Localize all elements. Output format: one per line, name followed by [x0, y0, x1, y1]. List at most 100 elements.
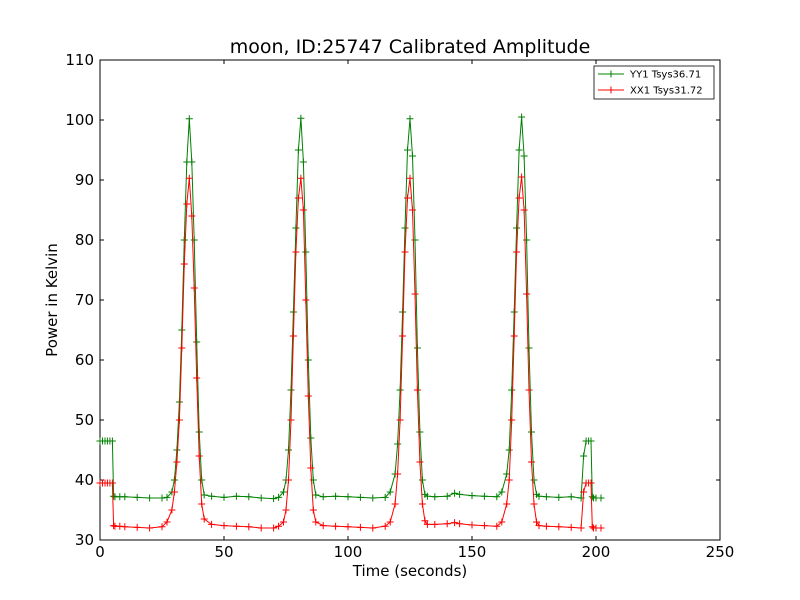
series-0-point-32 — [257, 494, 265, 502]
x-axis-label: Time (seconds) — [352, 562, 468, 580]
series-1-point-82 — [513, 248, 521, 256]
plot-area — [99, 59, 721, 541]
series-line-1 — [100, 176, 601, 529]
series-1-point-77 — [498, 518, 506, 526]
series-1-point-29 — [220, 522, 228, 530]
series-1-point-60 — [401, 248, 409, 256]
legend-entry-0: YY1 Tsys36.71 — [598, 70, 701, 81]
series-0-point-11 — [146, 494, 154, 502]
series-0-point-27 — [200, 491, 208, 499]
series-1-point-35 — [280, 518, 287, 526]
series-1-point-40 — [292, 248, 300, 256]
series-1-point-81 — [510, 332, 518, 340]
series-1-point-41 — [294, 194, 302, 202]
series-1-point-89 — [530, 500, 538, 508]
series-0-point-39 — [289, 308, 297, 316]
series-0-point-88 — [528, 428, 535, 436]
series-0-point-80 — [508, 386, 516, 394]
series-0-point-62 — [406, 115, 414, 123]
x-tick-label-2: 100 — [334, 543, 363, 561]
y-tick-label-7: 100 — [65, 111, 94, 129]
series-1-point-48 — [312, 518, 320, 526]
series-0-point-9 — [121, 493, 129, 501]
legend-marker-0 — [607, 70, 615, 78]
series-1-point-21 — [185, 174, 193, 182]
series-1-point-12 — [158, 523, 166, 531]
series-0-point-64 — [411, 236, 419, 244]
series-1-point-30 — [232, 522, 240, 530]
series-0-point-33 — [270, 495, 278, 503]
series-1-point-18 — [178, 344, 186, 352]
legend-label-1: XX1 Tsys31.72 — [630, 86, 703, 97]
series-1-point-68 — [421, 517, 429, 525]
series-0-point-83 — [515, 146, 523, 154]
x-tick-label-0: 0 — [95, 543, 105, 561]
series-0-point-37 — [285, 446, 292, 454]
series-1-point-65 — [413, 386, 421, 394]
series-1-point-27 — [200, 515, 208, 523]
series-1-point-72 — [451, 519, 459, 527]
x-tick-label-1: 50 — [214, 543, 233, 561]
series-0-point-47 — [309, 476, 317, 484]
series-0-point-77 — [498, 488, 506, 496]
series-1-point-53 — [369, 524, 377, 532]
series-1-point-28 — [208, 520, 216, 528]
series-0-point-24 — [193, 338, 201, 346]
series-0-point-94 — [567, 493, 575, 501]
series-1-point-37 — [285, 476, 292, 484]
series-0-point-89 — [530, 476, 538, 484]
series-1-point-23 — [190, 284, 198, 292]
series-0-point-84 — [518, 113, 526, 121]
series-1-point-15 — [170, 488, 178, 496]
series-1-point-86 — [523, 290, 531, 298]
x-tick-label-5: 250 — [706, 543, 735, 561]
series-1-point-43 — [299, 206, 307, 214]
series-0-point-70 — [431, 493, 439, 501]
series-0-point-6 — [110, 492, 118, 500]
series-0-point-55 — [386, 488, 394, 496]
series-1-point-59 — [399, 332, 407, 340]
series-1-point-91 — [535, 522, 543, 530]
series-0-point-30 — [232, 492, 240, 500]
series-1-point-19 — [180, 260, 188, 268]
series-0-point-35 — [280, 488, 287, 496]
chart-title: moon, ID:25747 Calibrated Amplitude — [230, 36, 591, 58]
series-0-point-17 — [175, 398, 183, 406]
series-0-point-93 — [555, 493, 563, 501]
series-1-point-69 — [423, 520, 431, 528]
y-tick-label-4: 70 — [75, 291, 94, 309]
series-1-point-56 — [391, 500, 399, 508]
series-layer — [96, 113, 605, 532]
series-1-point-26 — [198, 500, 206, 508]
series-1-point-92 — [542, 522, 550, 530]
y-tick-label-0: 30 — [75, 531, 94, 549]
series-0-point-76 — [493, 493, 501, 501]
series-0-point-69 — [423, 492, 431, 500]
series-1-point-36 — [282, 506, 290, 514]
series-1-point-8 — [116, 522, 124, 530]
series-0-point-38 — [287, 386, 295, 394]
series-0-point-71 — [443, 492, 451, 500]
series-1-point-100 — [588, 523, 596, 531]
series-1-point-80 — [508, 416, 516, 424]
series-1-point-94 — [567, 523, 575, 531]
axis-ticks: 0 50 100 150 200 250 30 40 50 60 70 80 90 100 110 — [65, 51, 734, 561]
series-0-point-52 — [356, 493, 364, 501]
series-1-point-45 — [304, 392, 312, 400]
series-1-point-78 — [503, 500, 511, 508]
series-1-point-75 — [480, 522, 488, 530]
series-1-point-88 — [528, 458, 535, 466]
series-0-point-87 — [525, 344, 533, 352]
series-0-point-81 — [510, 308, 518, 316]
legend-entry-1: XX1 Tsys31.72 — [598, 86, 703, 97]
legend: YY1 Tsys36.71 XX1 Tsys31.72 — [593, 65, 715, 100]
series-1-point-10 — [133, 523, 141, 531]
series-line-0 — [100, 116, 601, 500]
series-0-point-54 — [381, 493, 389, 501]
y-tick-label-5: 80 — [75, 231, 94, 249]
series-1-point-57 — [394, 470, 402, 478]
series-1-point-11 — [146, 524, 154, 532]
series-1-point-63 — [409, 206, 416, 214]
series-1-point-93 — [555, 523, 563, 531]
series-1-point-51 — [344, 523, 352, 531]
